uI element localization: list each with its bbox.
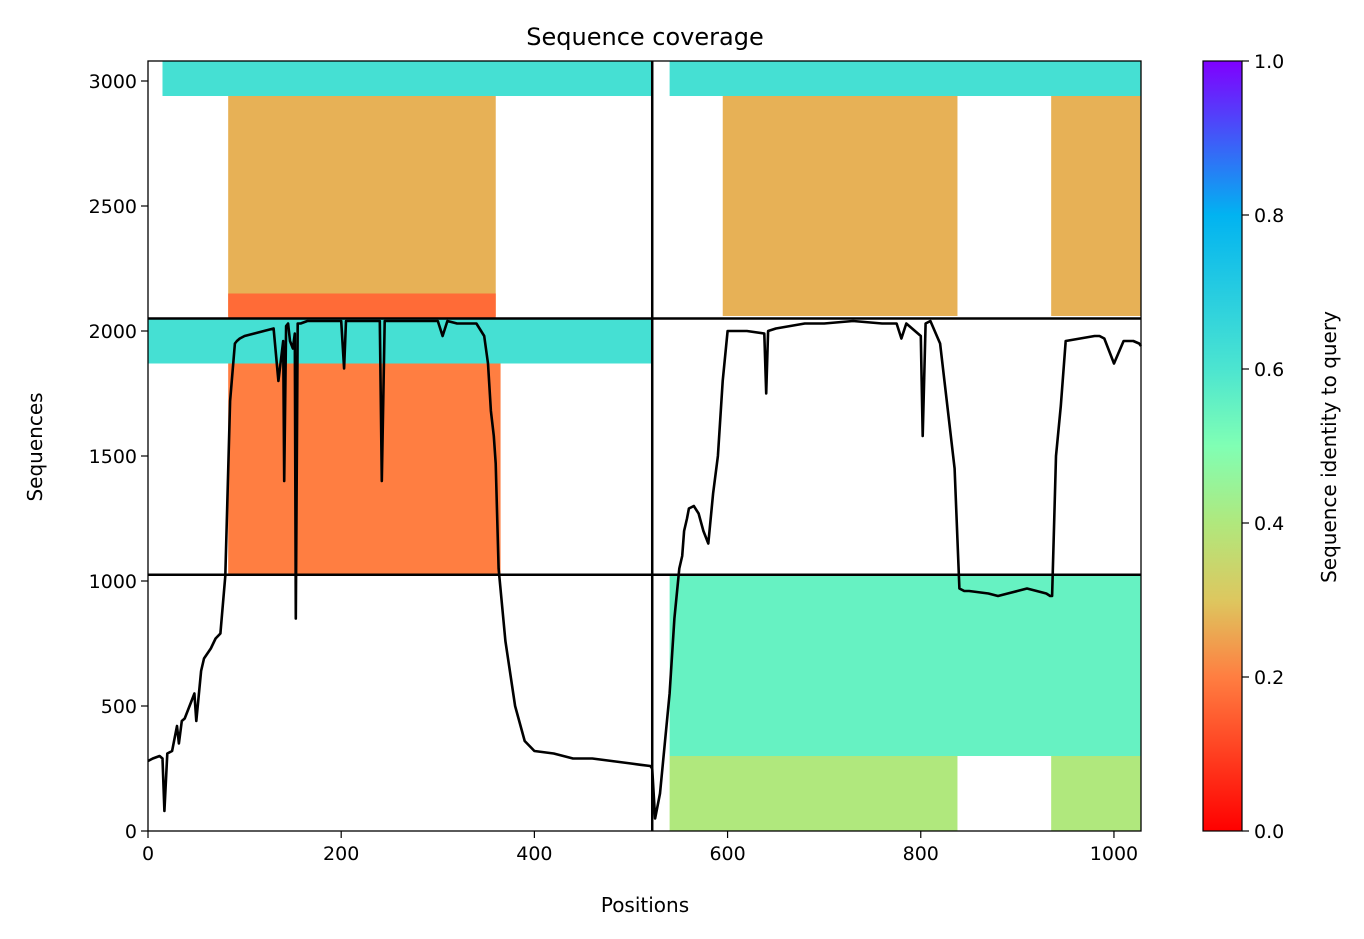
x-tick-label: 0 bbox=[142, 843, 154, 865]
colorbar-label: Sequence identity to query bbox=[1317, 311, 1341, 583]
colorbar bbox=[1202, 60, 1243, 832]
heatmap-area bbox=[148, 61, 1141, 831]
x-axis: 0 200 400 600 800 1000 bbox=[142, 831, 1138, 865]
x-tick-label: 800 bbox=[903, 843, 939, 865]
colorbar-tick-label: 0.2 bbox=[1254, 667, 1284, 689]
y-tick-label: 2000 bbox=[89, 321, 137, 343]
block-1 bbox=[669, 61, 1141, 316]
x-axis-label: Positions bbox=[601, 893, 689, 917]
block-3 bbox=[669, 574, 1141, 831]
colorbar-tick-label: 0.6 bbox=[1254, 359, 1284, 381]
coverage-cell bbox=[228, 96, 496, 316]
block-2 bbox=[148, 318, 653, 575]
y-tick-label: 3000 bbox=[89, 71, 137, 93]
coverage-cell bbox=[1051, 756, 1141, 831]
plot-frame bbox=[147, 60, 1142, 832]
colorbar-ticks: 0.0 0.2 0.4 0.6 0.8 1.0 bbox=[1242, 51, 1284, 843]
colorbar-tick-label: 0.0 bbox=[1254, 821, 1284, 843]
coverage-cell bbox=[162, 61, 653, 96]
y-axis: 0 500 1000 1500 2000 2500 3000 bbox=[89, 71, 148, 843]
y-axis-label: Sequences bbox=[23, 392, 47, 501]
y-tick-label: 2500 bbox=[89, 196, 137, 218]
coverage-cell bbox=[228, 363, 501, 575]
y-tick-label: 500 bbox=[101, 696, 137, 718]
block-0 bbox=[162, 61, 653, 319]
y-tick-label: 1500 bbox=[89, 446, 137, 468]
segment-boundaries bbox=[148, 61, 1141, 831]
colorbar-tick-label: 0.4 bbox=[1254, 513, 1284, 535]
coverage-cell bbox=[669, 574, 1141, 756]
coverage-line bbox=[147, 319, 1143, 820]
coverage-cell bbox=[228, 293, 496, 319]
x-tick-label: 600 bbox=[709, 843, 745, 865]
y-tick-label: 1000 bbox=[89, 571, 137, 593]
x-tick-label: 200 bbox=[323, 843, 359, 865]
y-tick-label: 0 bbox=[125, 821, 137, 843]
colorbar-tick-label: 1.0 bbox=[1254, 51, 1284, 73]
coverage-cell bbox=[669, 61, 1141, 96]
chart-title: Sequence coverage bbox=[526, 23, 763, 51]
coverage-cell bbox=[1051, 96, 1141, 316]
colorbar-tick-label: 0.8 bbox=[1254, 205, 1284, 227]
coverage-cell bbox=[669, 756, 958, 831]
coverage-line-group bbox=[147, 319, 1143, 820]
coverage-cell bbox=[722, 96, 958, 316]
x-tick-label: 1000 bbox=[1090, 843, 1138, 865]
x-tick-label: 400 bbox=[516, 843, 552, 865]
coverage-cell bbox=[148, 318, 653, 364]
